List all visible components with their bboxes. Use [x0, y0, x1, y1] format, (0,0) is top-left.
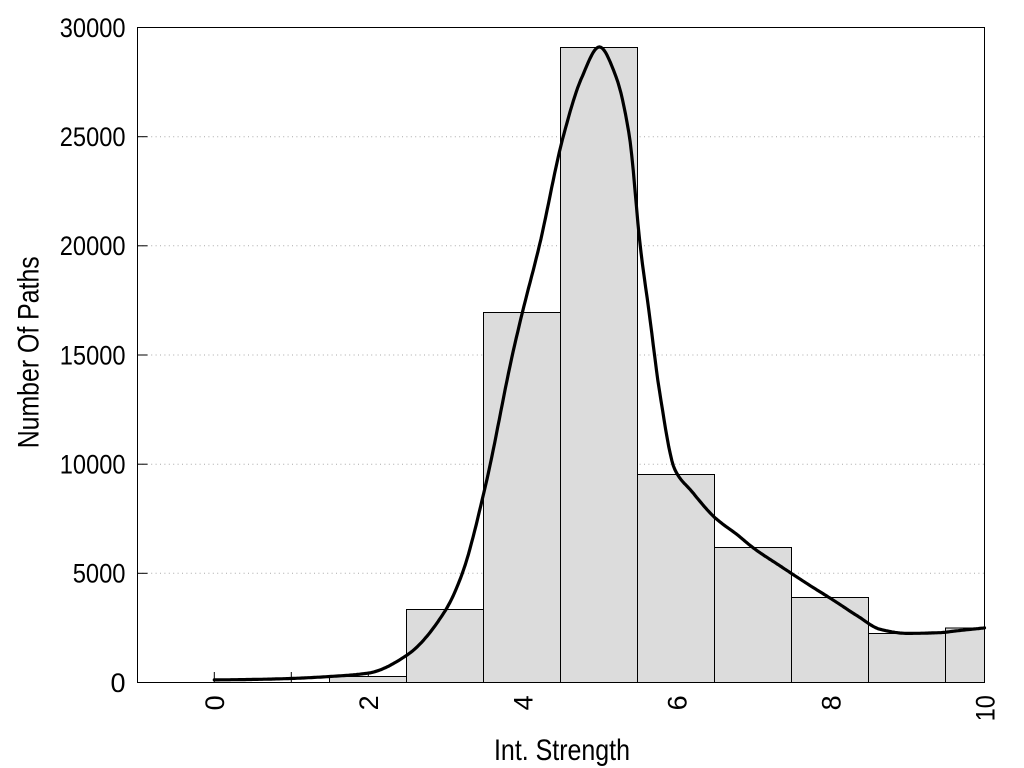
svg-text:0: 0	[200, 695, 230, 710]
svg-text:6: 6	[662, 695, 692, 710]
svg-text:15000: 15000	[60, 340, 126, 370]
svg-text:25000: 25000	[60, 122, 126, 152]
svg-text:0: 0	[110, 668, 125, 698]
svg-text:8: 8	[816, 695, 846, 710]
svg-text:2: 2	[354, 695, 384, 710]
svg-text:30000: 30000	[60, 13, 126, 43]
svg-text:20000: 20000	[60, 231, 126, 261]
svg-text:Number Of Paths: Number Of Paths	[13, 256, 46, 448]
svg-text:10: 10	[970, 695, 1000, 721]
svg-text:4: 4	[508, 695, 538, 710]
svg-text:10000: 10000	[60, 450, 126, 480]
svg-text:5000: 5000	[73, 559, 126, 589]
svg-text:Int. Strength: Int. Strength	[494, 734, 630, 767]
